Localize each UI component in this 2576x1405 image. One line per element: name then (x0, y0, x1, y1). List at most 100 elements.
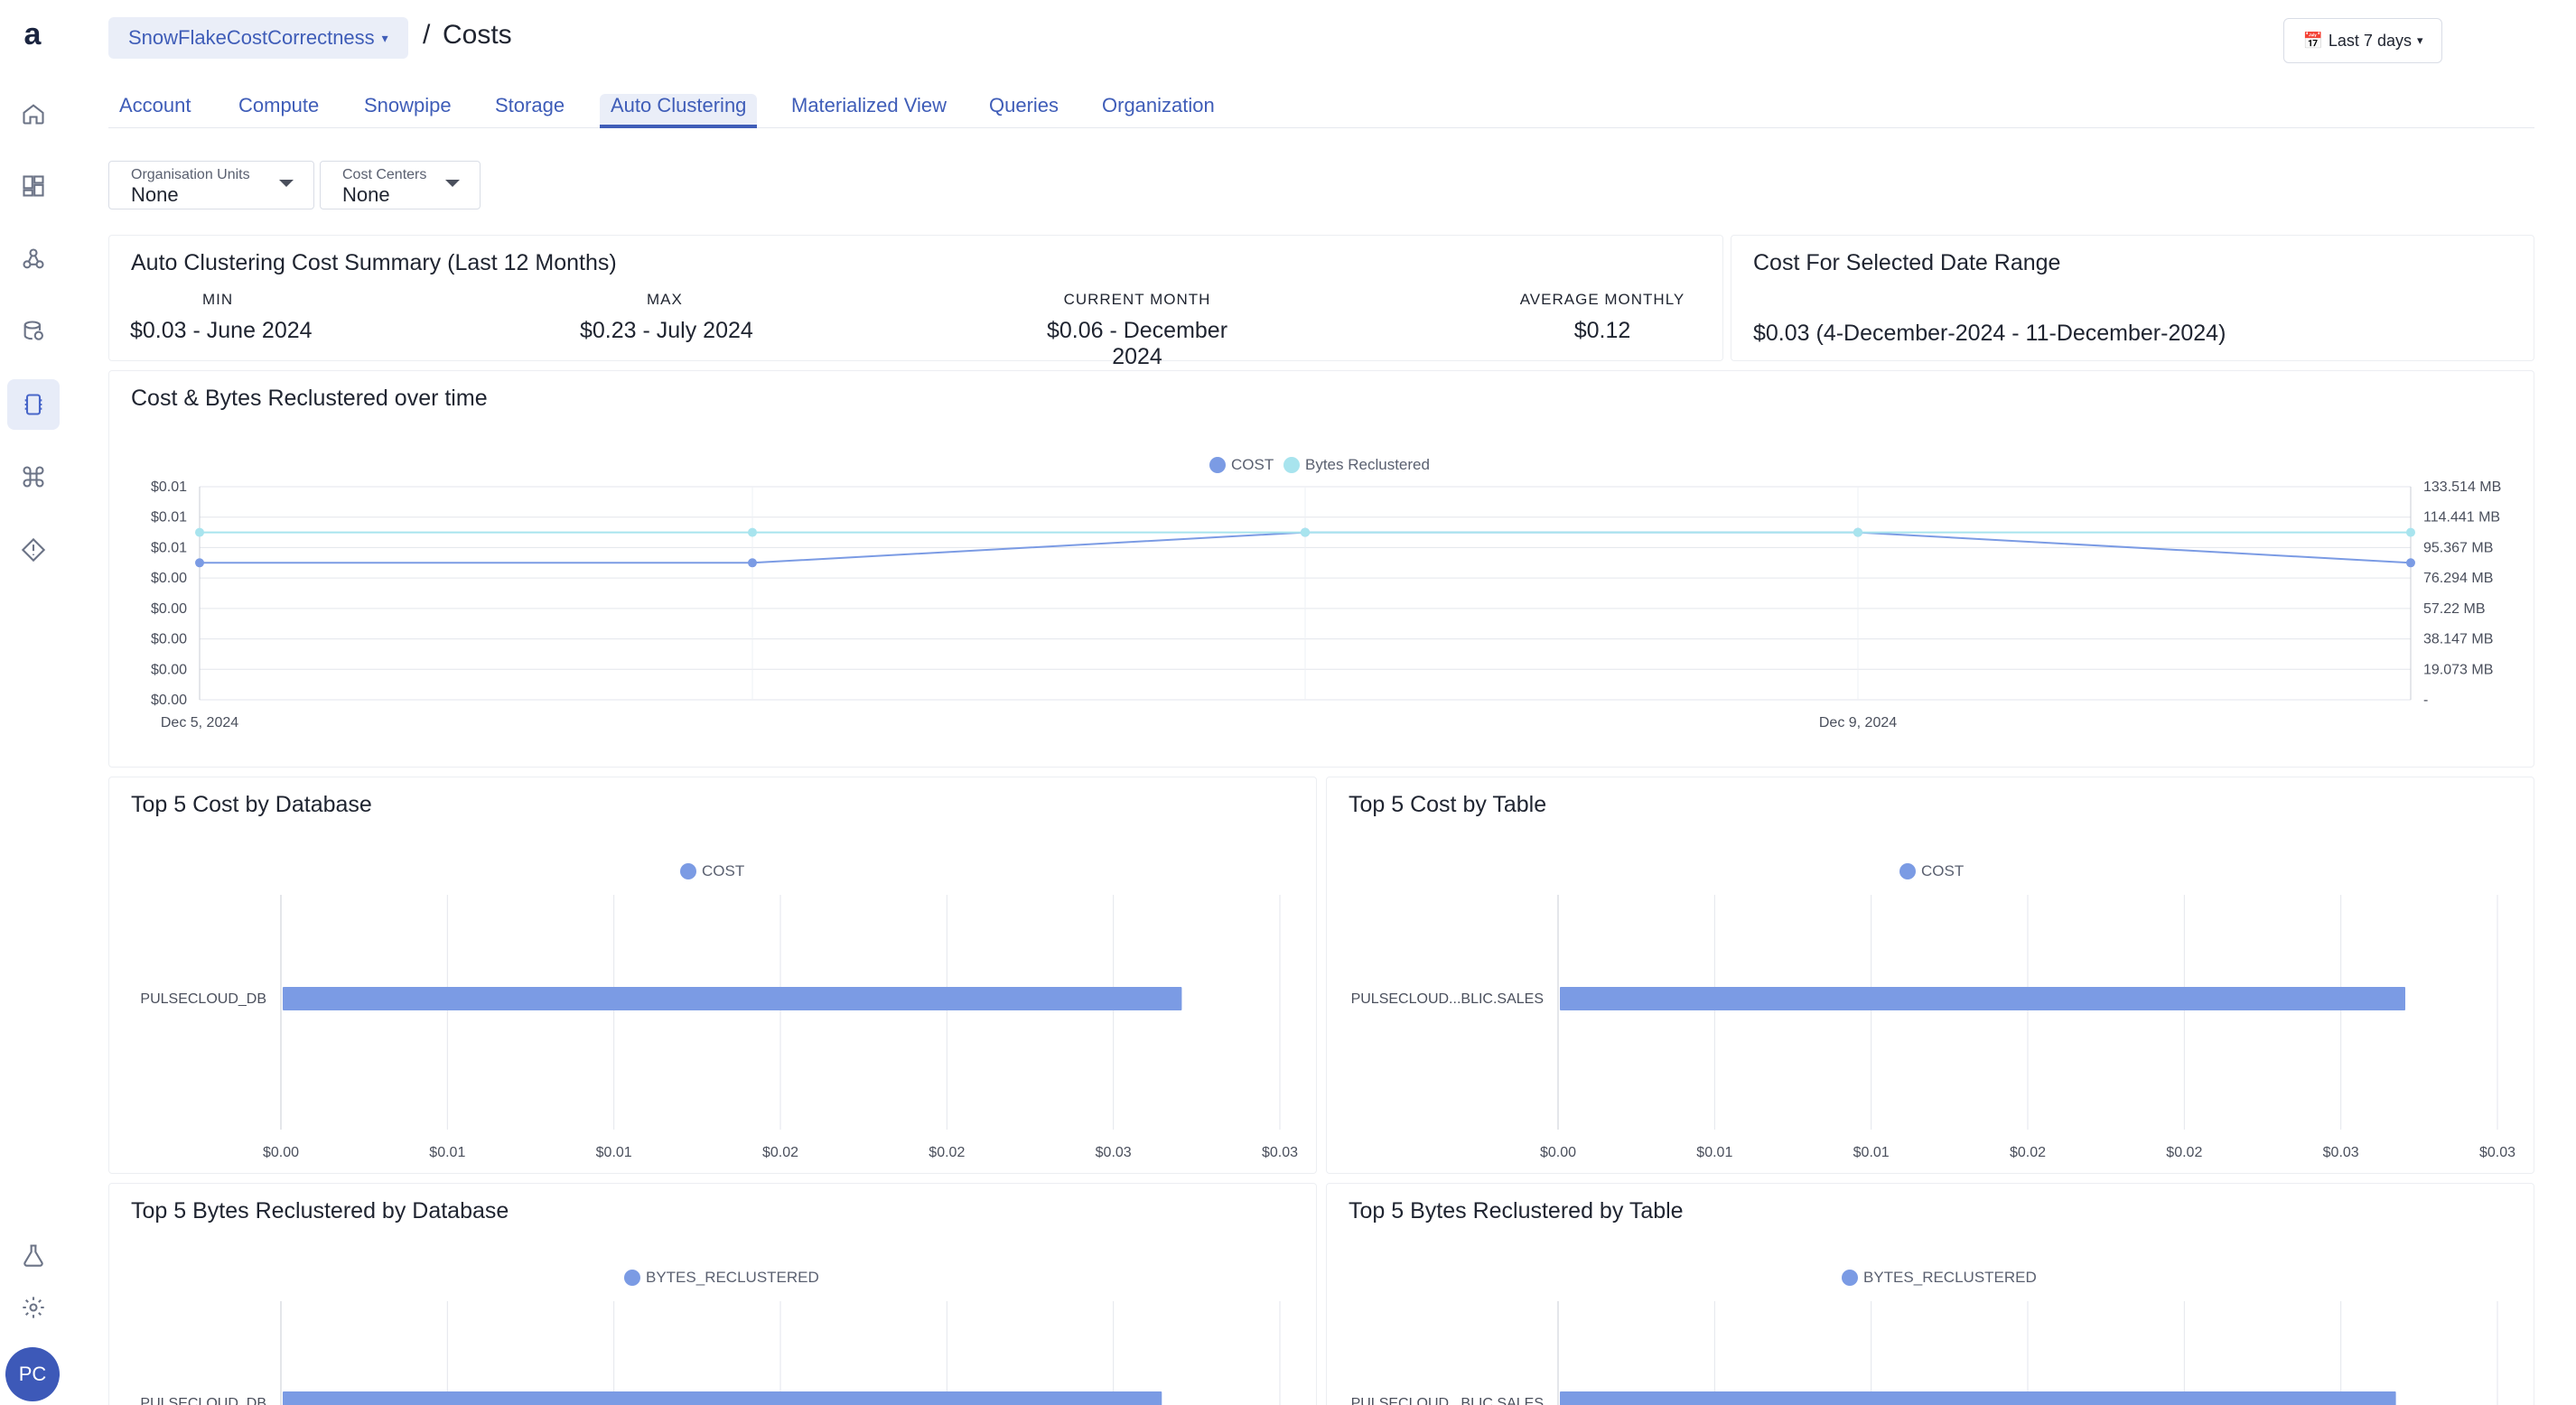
bar-chart-bytes-table: PULSECLOUD...BLIC.SALES (1351, 1301, 2498, 1405)
data-point (2406, 527, 2415, 537)
legend-label: BYTES_RECLUSTERED (646, 1269, 819, 1286)
x-tick-label: $0.01 (596, 1145, 632, 1160)
data-point (1853, 527, 1862, 537)
database-icon[interactable] (7, 306, 60, 357)
stat-average-monthly: AVERAGE MONTHLY $0.12 (1499, 291, 1705, 344)
top5-cost-database-card: Top 5 Cost by Database COST $0.00 $0.01 $0… (108, 777, 1317, 1174)
home-icon[interactable] (7, 88, 60, 139)
legend-cost[interactable]: COST (1899, 862, 1964, 880)
y-left-tick-label: $0.00 (151, 662, 187, 677)
nodes-icon[interactable] (7, 234, 60, 284)
breadcrumb-separator: / (423, 20, 431, 50)
bar-chart-bytes-database: PULSECLOUD_DB (140, 1301, 1281, 1405)
x-tick-label: $0.01 (429, 1145, 465, 1160)
legend-dot (624, 1270, 640, 1286)
legend-dot (680, 863, 696, 879)
date-range-button[interactable]: 📅 Last 7 days ▾ (2283, 18, 2442, 63)
x-tick-label: $0.01 (1696, 1145, 1732, 1160)
user-avatar[interactable]: PC (5, 1347, 60, 1401)
legend-bytes-reclustered[interactable]: BYTES_RECLUSTERED (1842, 1269, 2037, 1287)
tab-auto-clustering[interactable]: Auto Clustering (600, 94, 758, 128)
command-icon[interactable] (7, 451, 60, 502)
category-label: PULSECLOUD_DB (140, 1396, 266, 1405)
stat-max: MAX $0.23 - July 2024 (580, 291, 753, 344)
clipboard-icon[interactable] (7, 379, 60, 430)
legend-bytes-reclustered[interactable]: Bytes Reclustered (1283, 456, 1430, 474)
legend-label: Bytes Reclustered (1305, 456, 1430, 473)
top5-cost-table-card: Top 5 Cost by Table COST $0.00 $0.01 $0.01… (1326, 777, 2534, 1174)
filter-value: None (342, 183, 390, 206)
stat-value: $0.06 - December 2024 (1046, 318, 1228, 369)
tab-compute[interactable]: Compute (238, 94, 320, 116)
tab-storage[interactable]: Storage (495, 94, 565, 116)
y-left-tick-label: $0.00 (151, 571, 187, 586)
line-chart: $0.01 133.514 MB $0.01 114.441 MB $0.01 95.36… (151, 479, 2501, 730)
app-logo[interactable]: a (23, 16, 42, 51)
page-title: Costs (443, 20, 512, 50)
x-tick-label: $0.03 (2479, 1145, 2515, 1160)
chevron-down-icon: ▾ (2416, 33, 2423, 47)
organisation-units-select[interactable]: Organisation Units None (108, 161, 314, 209)
tab-account[interactable]: Account (119, 94, 191, 116)
stat-value: $0.12 (1573, 318, 1631, 343)
card-title: Cost For Selected Date Range (1753, 250, 2061, 275)
flask-icon[interactable] (7, 1230, 60, 1280)
top5-bytes-database-card: Top 5 Bytes Reclustered by Database BYTE… (108, 1183, 1317, 1405)
x-tick-label: $0.00 (1540, 1145, 1576, 1160)
tab-organization[interactable]: Organization (1102, 94, 1215, 116)
y-left-tick-label: $0.00 (151, 601, 187, 617)
category-label: PULSECLOUD...BLIC.SALES (1351, 991, 1544, 1007)
legend-label: COST (702, 862, 745, 879)
chevron-down-icon: ▾ (381, 30, 388, 45)
x-tick-label: $0.02 (2010, 1145, 2046, 1160)
x-tick-label: $0.01 (1853, 1145, 1890, 1160)
dashboard-icon[interactable] (7, 161, 60, 211)
alert-diamond-icon[interactable] (7, 525, 60, 575)
data-point (2406, 558, 2415, 568)
bar-chart-cost-table: $0.00 $0.01 $0.01 $0.02 $0.02 $0.03 $0.03 PULSE… (1351, 895, 2515, 1160)
x-tick-label: $0.03 (1262, 1145, 1298, 1160)
y-right-tick-label: 57.22 MB (2423, 601, 2485, 617)
gear-icon[interactable] (7, 1282, 60, 1333)
legend-cost[interactable]: COST (1209, 456, 1274, 474)
bar (1560, 987, 2405, 1010)
y-left-tick-label: $0.01 (151, 540, 187, 555)
cost-bytes-chart-card: Cost & Bytes Reclustered over time COST … (108, 370, 2534, 768)
y-left-tick-label: $0.00 (151, 632, 187, 647)
stat-value: $0.23 - July 2024 (580, 318, 753, 343)
stat-label: AVERAGE MONTHLY (1519, 291, 1685, 308)
legend-bytes-reclustered[interactable]: BYTES_RECLUSTERED (624, 1269, 819, 1287)
tab-snowpipe[interactable]: Snowpipe (364, 94, 452, 116)
y-right-tick-label: 19.073 MB (2423, 662, 2493, 677)
selected-range-value: $0.03 (4-December-2024 - 11-December-202… (1753, 321, 2226, 346)
x-tick-label: $0.02 (762, 1145, 798, 1160)
data-point (748, 527, 757, 537)
x-tick-label: $0.02 (929, 1145, 965, 1160)
legend-label: COST (1921, 862, 1965, 879)
chart-title: Top 5 Bytes Reclustered by Table (1349, 1198, 1684, 1224)
bar-chart-cost-database: $0.00 $0.01 $0.01 $0.02 $0.02 $0.03 $0.03 PULSE… (140, 895, 1298, 1160)
bar (1560, 1391, 2396, 1405)
workspace-selector[interactable]: SnowFlakeCostCorrectness ▾ (108, 17, 408, 59)
chart-title: Top 5 Cost by Database (131, 792, 372, 817)
filter-value: None (131, 183, 179, 206)
x-tick-label: Dec 5, 2024 (161, 715, 238, 730)
tab-queries[interactable]: Queries (989, 94, 1059, 116)
y-left-tick-label: $0.00 (151, 693, 187, 708)
tab-bar: Account Compute Snowpipe Storage Auto Cl… (108, 87, 2534, 128)
legend-cost[interactable]: COST (680, 862, 744, 880)
data-point (748, 558, 757, 568)
x-tick-label: $0.02 (2166, 1145, 2202, 1160)
tab-materialized-view[interactable]: Materialized View (791, 94, 947, 116)
chart-title: Top 5 Cost by Table (1349, 792, 1547, 817)
calendar-icon: 📅 (2302, 31, 2323, 50)
category-label: PULSECLOUD_DB (140, 991, 266, 1007)
cost-centers-select[interactable]: Cost Centers None (320, 161, 481, 209)
dropdown-arrow-icon (279, 180, 294, 187)
y-left-tick-label: $0.01 (151, 479, 187, 495)
stat-value: $0.03 - June 2024 (130, 318, 313, 343)
filter-label: Organisation Units (131, 167, 250, 182)
sidebar: a PC (0, 0, 65, 1405)
legend-dot (1842, 1270, 1858, 1286)
x-tick-label: $0.00 (263, 1145, 299, 1160)
